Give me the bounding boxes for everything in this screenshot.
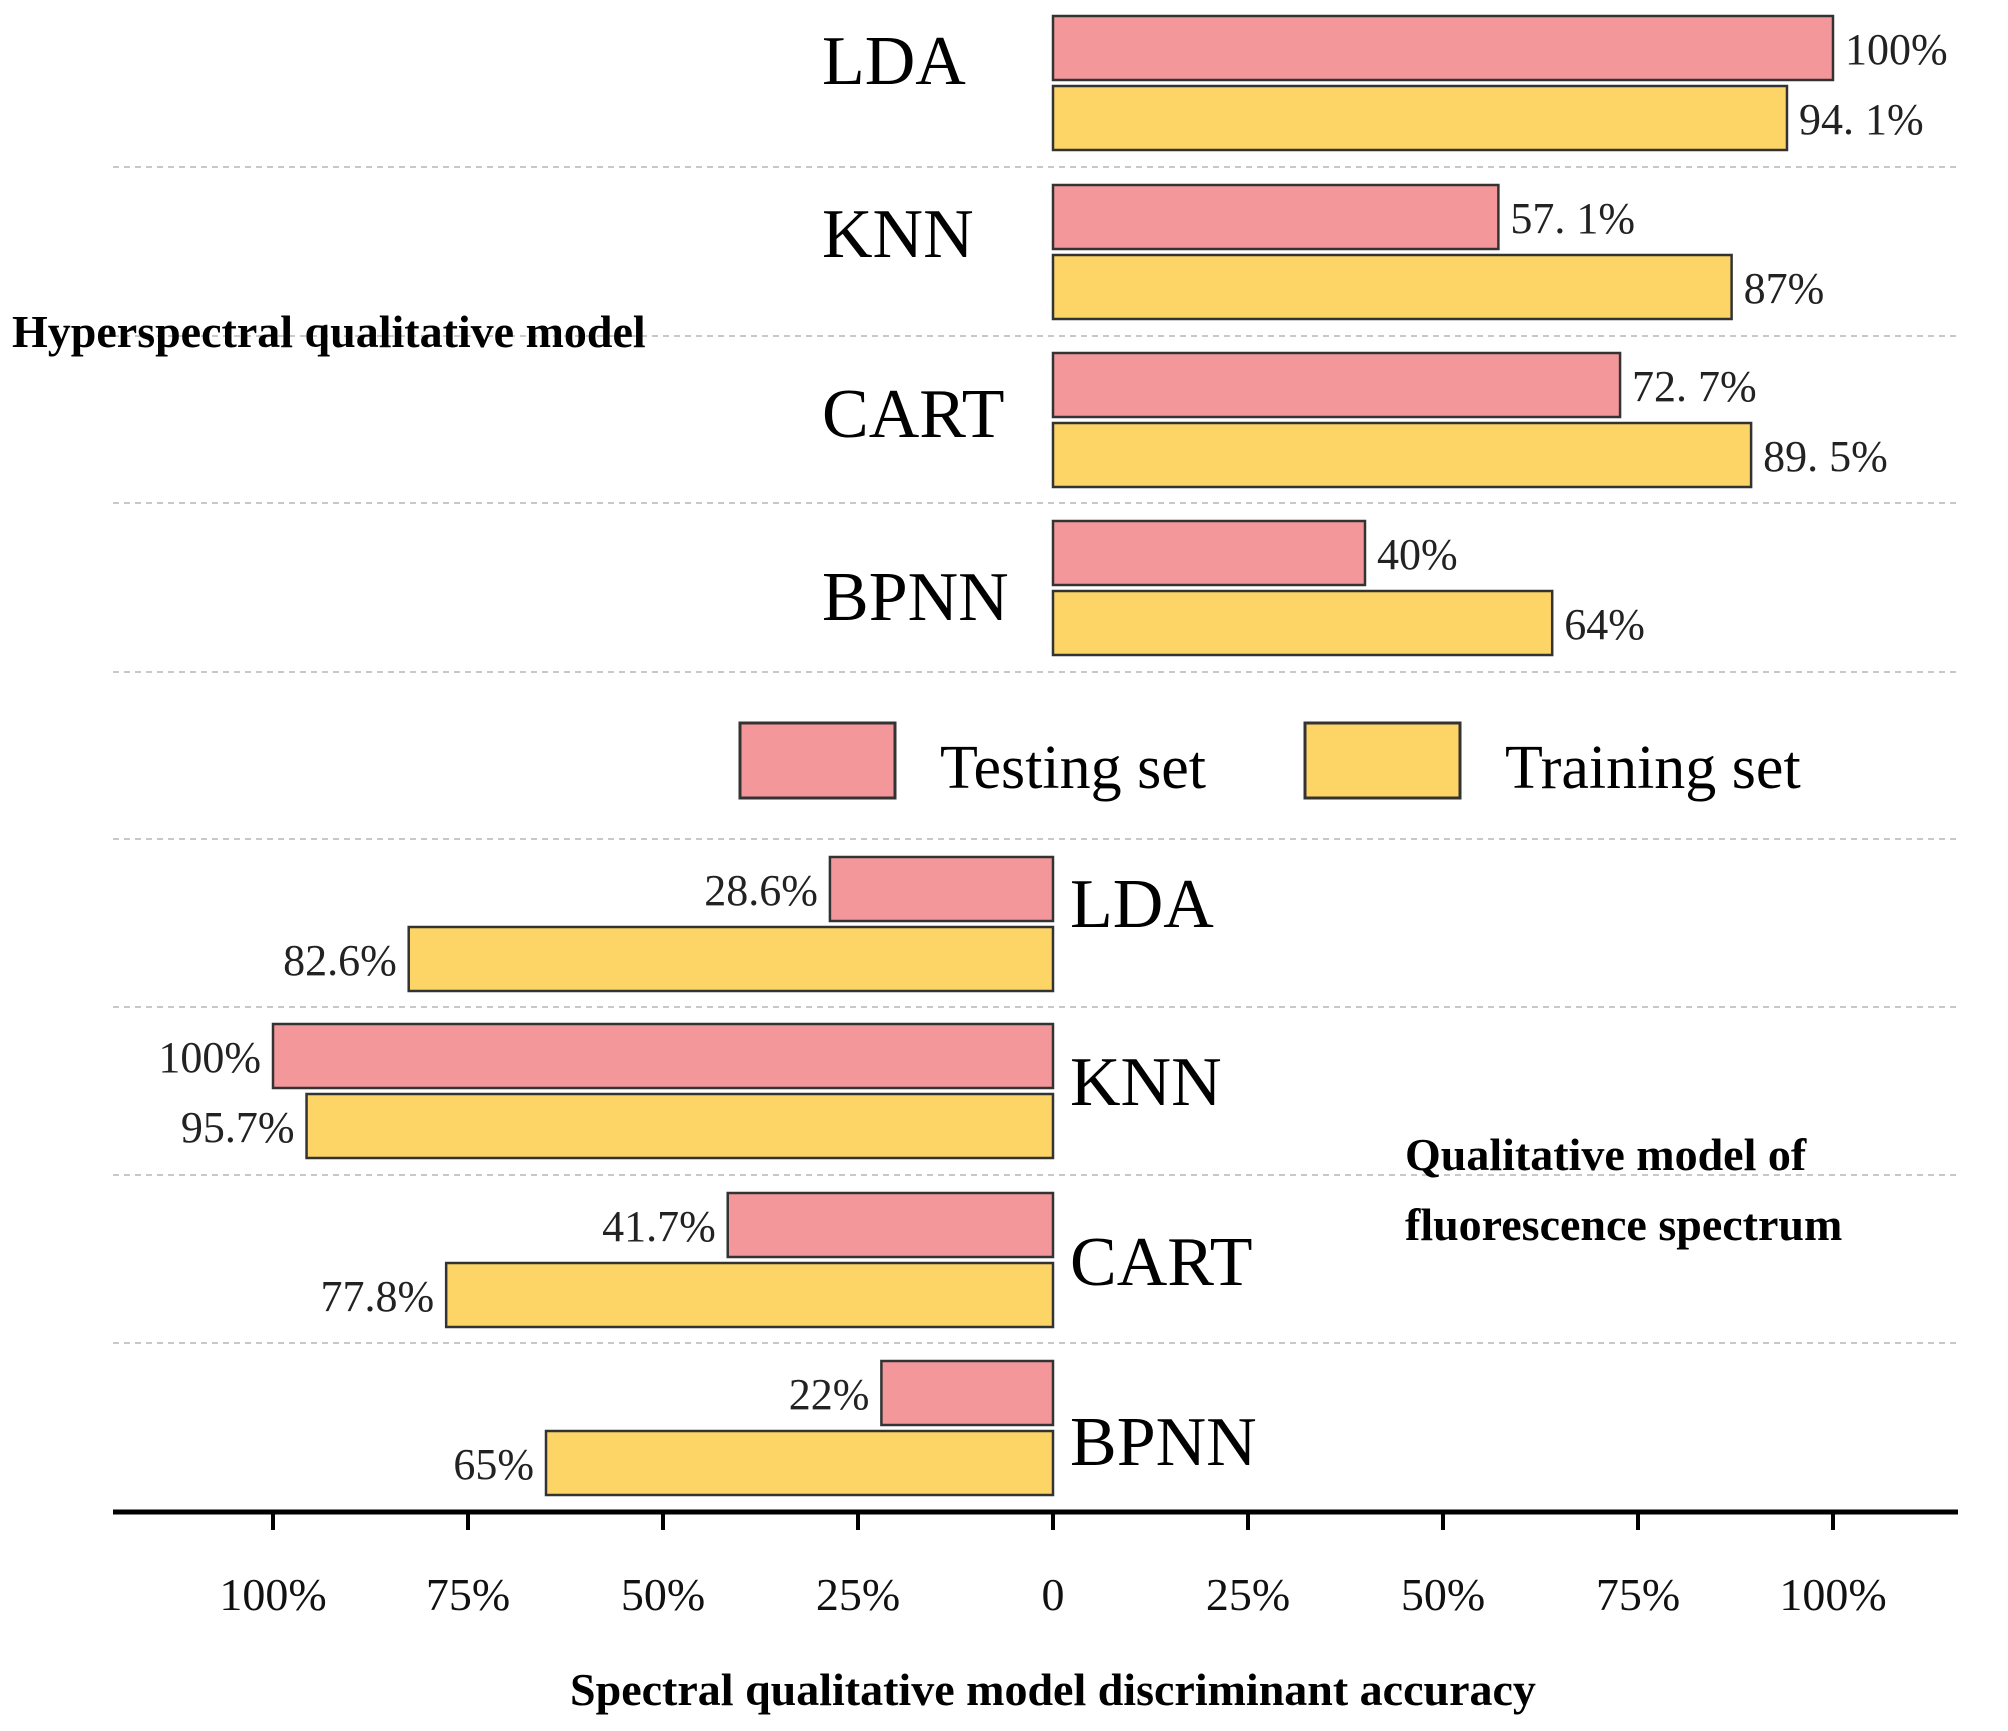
value-label-fluor-cart-training: 77.8% — [321, 1272, 435, 1321]
bar-hyper-knn-testing — [1051, 183, 1500, 251]
category-label-hyper-knn: KNN — [822, 196, 974, 273]
panel-title-fluorescence-line2: fluorescence spectrum — [1405, 1199, 1842, 1250]
x-axis-ticks: 100% 75% 50% 25% 0 25% 50% 75% 100% — [219, 1512, 1887, 1620]
value-label-hyper-bpnn-training: 64% — [1564, 600, 1645, 649]
bar-fluor-bpnn-training — [544, 1429, 1055, 1497]
category-label-hyper-lda: LDA — [822, 23, 966, 100]
bar-fluor-lda-training — [407, 925, 1055, 993]
value-label-fluor-knn-testing: 100% — [158, 1033, 261, 1082]
legend-label-training: Training set — [1505, 734, 1801, 802]
x-tick-label-2: 50% — [621, 1569, 705, 1620]
value-label-hyper-bpnn-testing: 40% — [1377, 530, 1458, 579]
category-label-fluor-lda: LDA — [1070, 866, 1214, 943]
value-label-fluor-cart-testing: 41.7% — [602, 1202, 716, 1251]
legend-swatch-training — [1303, 721, 1462, 800]
bar-fluor-cart-testing — [726, 1191, 1055, 1259]
x-tick-label-7: 75% — [1596, 1569, 1680, 1620]
bar-hyper-cart-testing — [1051, 351, 1622, 419]
bar-fluor-lda-testing — [828, 855, 1055, 923]
bar-hyper-cart-training — [1051, 421, 1753, 489]
value-label-fluor-lda-testing: 28.6% — [704, 866, 818, 915]
value-label-hyper-knn-testing: 57. 1% — [1510, 194, 1635, 243]
legend-swatch-testing — [738, 721, 897, 800]
bar-hyper-bpnn-training — [1051, 589, 1554, 657]
bar-hyper-knn-training — [1051, 253, 1733, 321]
bar-fluor-bpnn-testing — [880, 1359, 1055, 1427]
x-tick-label-1: 75% — [426, 1569, 510, 1620]
bar-fluor-knn-training — [305, 1092, 1055, 1160]
x-tick-label-3: 25% — [816, 1569, 900, 1620]
category-label-hyper-bpnn: BPNN — [822, 559, 1009, 636]
bar-fluor-knn-testing — [271, 1022, 1055, 1090]
value-label-hyper-lda-testing: 100% — [1845, 25, 1948, 74]
x-tick-label-4: 0 — [1042, 1569, 1065, 1620]
x-axis-title: Spectral qualitative model discriminant … — [570, 1664, 1536, 1715]
value-label-fluor-bpnn-testing: 22% — [789, 1370, 870, 1419]
value-label-fluor-lda-training: 82.6% — [283, 936, 397, 985]
bar-hyper-lda-training — [1051, 84, 1789, 152]
value-label-fluor-knn-training: 95.7% — [181, 1103, 295, 1152]
panel-title-fluorescence-line1: Qualitative model of — [1405, 1129, 1807, 1180]
value-label-fluor-bpnn-training: 65% — [453, 1440, 534, 1489]
category-label-fluor-knn: KNN — [1070, 1044, 1222, 1121]
panel-title-hyperspectral: Hyperspectral qualitative model — [12, 306, 646, 357]
value-label-hyper-cart-training: 89. 5% — [1763, 432, 1888, 481]
legend: Testing set Training set — [738, 721, 1801, 802]
bar-hyper-bpnn-testing — [1051, 519, 1367, 587]
value-label-hyper-cart-testing: 72. 7% — [1632, 362, 1757, 411]
category-label-fluor-bpnn: BPNN — [1070, 1404, 1257, 1481]
bar-fluor-cart-training — [444, 1261, 1055, 1329]
x-tick-label-8: 100% — [1779, 1569, 1886, 1620]
x-tick-label-5: 25% — [1206, 1569, 1290, 1620]
legend-label-testing: Testing set — [940, 734, 1206, 802]
value-label-hyper-knn-training: 87% — [1744, 264, 1825, 313]
labels-layer: LDA 100% 94. 1% KNN 57. 1% 87% CART 72. 7%89. 5… — [158, 23, 1947, 1489]
bars-layer — [271, 14, 1835, 1497]
x-tick-label-0: 100% — [219, 1569, 326, 1620]
category-label-hyper-cart: CART — [822, 376, 1005, 453]
x-tick-label-6: 50% — [1401, 1569, 1485, 1620]
bar-hyper-lda-testing — [1051, 14, 1835, 82]
value-label-hyper-lda-training: 94. 1% — [1799, 95, 1924, 144]
category-label-fluor-cart: CART — [1070, 1224, 1253, 1301]
